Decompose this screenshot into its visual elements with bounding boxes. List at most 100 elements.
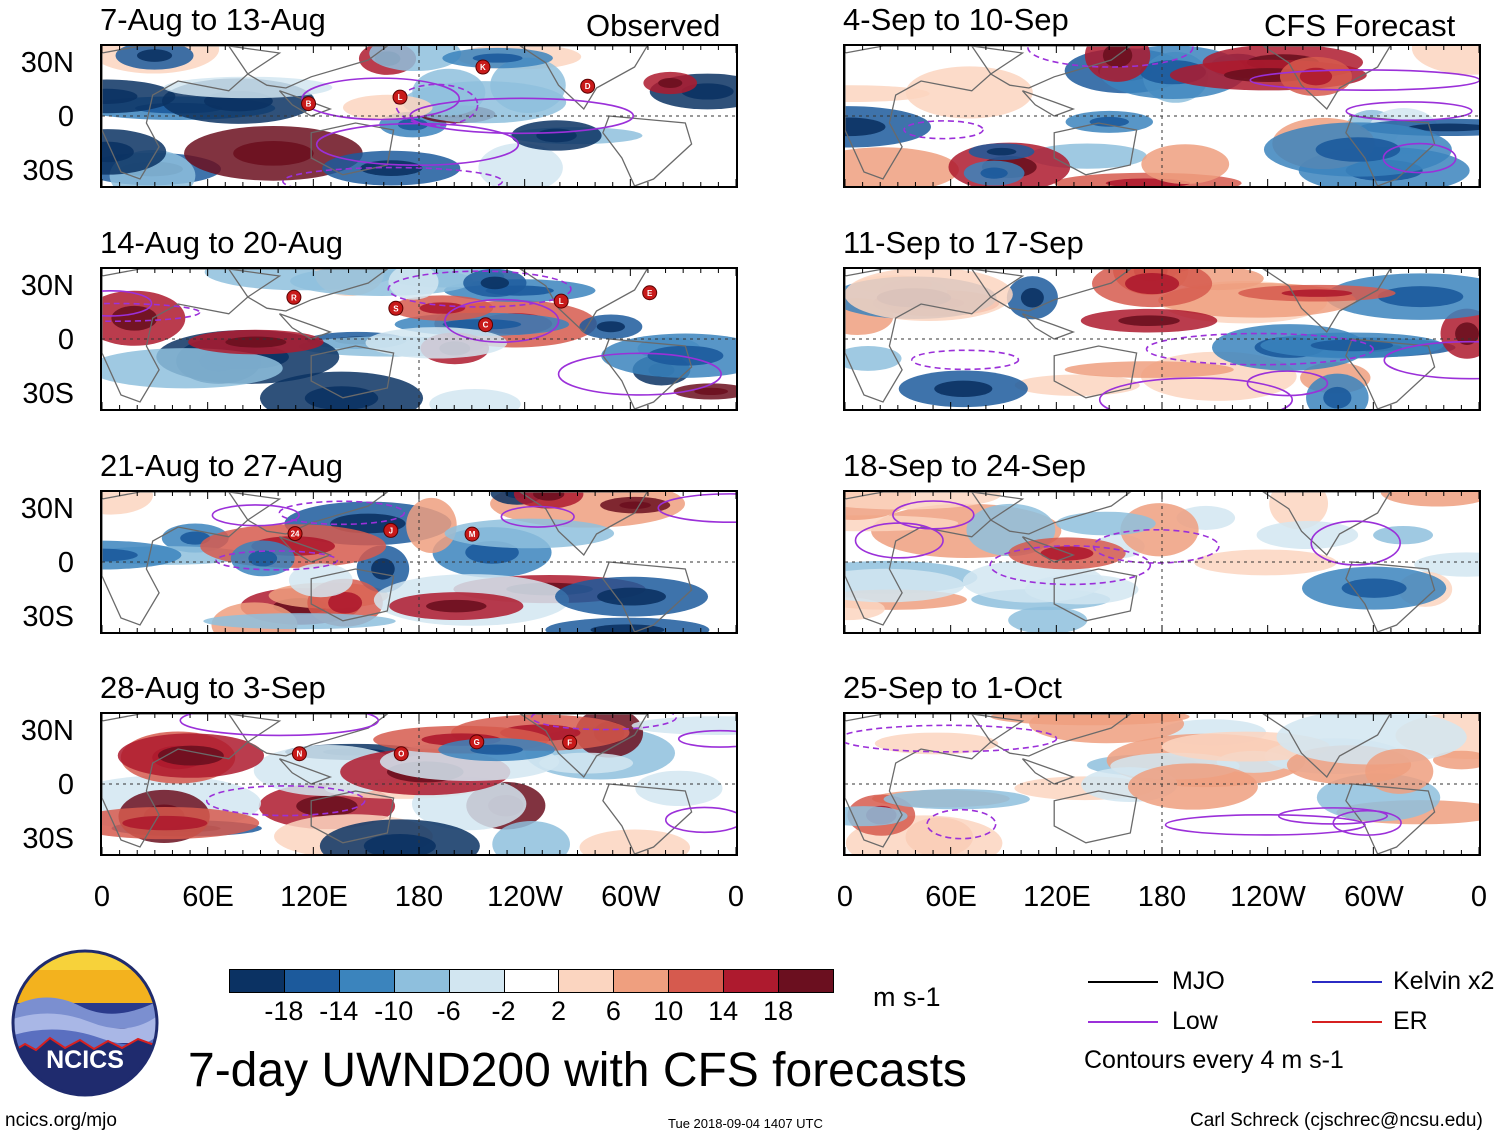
x-tick-label: 180 [394, 881, 444, 913]
footer-url[interactable]: ncics.org/mjo [5, 1110, 117, 1131]
x-tick-label: 60E [182, 881, 234, 913]
anomaly-core [137, 49, 173, 62]
easterly-anomaly [1055, 511, 1156, 536]
anomaly-core [1118, 315, 1180, 327]
panel-title: 11-Sep to 17-Sep [843, 225, 1084, 260]
colorbar-swatch [503, 969, 560, 993]
easterly-anomaly [845, 806, 908, 827]
units-label: m s-1 [873, 982, 941, 1012]
x-tick-label: 120W [487, 881, 563, 913]
coastline [310, 790, 395, 844]
anomaly-core [1408, 123, 1479, 132]
coastline [845, 269, 1025, 403]
svg-text:O: O [398, 750, 404, 759]
x-tick-label: 0 [1470, 881, 1488, 913]
contour-line [102, 289, 153, 317]
anomaly-core [233, 141, 314, 166]
colorbar-level-label: -2 [491, 996, 516, 1026]
easterly-anomaly [369, 46, 462, 72]
contour-line [664, 806, 736, 834]
x-tick-label: 0 [836, 881, 854, 913]
coastline [102, 269, 282, 403]
colorbar-swatch [778, 969, 834, 993]
colorbar-level-label: 2 [550, 996, 566, 1026]
anomaly-core [934, 380, 993, 398]
contour-line [211, 504, 300, 527]
westerly-anomaly [1029, 714, 1185, 744]
coastline [1053, 790, 1138, 844]
westerly-anomaly [102, 492, 153, 515]
x-tick-label: 0 [93, 881, 111, 913]
y-tick-label: 30S [22, 155, 74, 187]
anomaly-core [426, 599, 487, 613]
map-svg [845, 46, 1479, 186]
legend-line-er [1312, 1021, 1382, 1023]
westerly-anomaly [845, 85, 930, 103]
svg-text:R: R [291, 293, 297, 302]
x-tick-label: 60W [1344, 881, 1404, 913]
map-svg: 24 J M [102, 492, 736, 632]
contour-line [657, 493, 736, 524]
contour-line [282, 166, 504, 186]
contour-line [557, 352, 722, 396]
colorbar-level-label: 10 [653, 996, 684, 1026]
storm-marker: G [469, 734, 485, 750]
anomaly-core [328, 591, 363, 614]
coastline [845, 714, 1025, 848]
map-panel-observed-1: B L K D [100, 44, 738, 188]
map-panel-forecast-1 [843, 44, 1481, 188]
contour-line [395, 83, 479, 127]
contour-line [301, 77, 461, 121]
coastline [1345, 561, 1436, 632]
map-svg: N O G F [102, 714, 736, 854]
easterly-anomaly [635, 770, 723, 807]
colorbar-swatch [558, 969, 615, 993]
legend-label-kelvin: Kelvin x2 [1393, 967, 1495, 995]
easterly-anomaly [1024, 574, 1139, 605]
anomaly-core [1125, 272, 1180, 295]
coastline [519, 269, 648, 334]
storm-marker: L [553, 293, 569, 309]
contour-line [179, 714, 380, 737]
y-tick-label: 0 [57, 769, 74, 801]
storm-marker: O [393, 746, 409, 762]
anomaly-core [480, 276, 510, 290]
y-tick-label: 30S [22, 823, 74, 855]
colorbar-swatch [668, 969, 725, 993]
legend-label-er: ER [1393, 1007, 1428, 1035]
coastline [102, 714, 282, 848]
coastline [1262, 269, 1391, 334]
colorbar-level-label: -14 [319, 996, 359, 1026]
coastline [102, 492, 282, 626]
coastline [1262, 714, 1391, 779]
anomaly-core [397, 118, 429, 131]
svg-text:G: G [474, 738, 480, 747]
x-tick-label: 60E [925, 881, 977, 913]
contour-line [1092, 528, 1220, 564]
map-svg [845, 714, 1479, 854]
anomaly-core [1299, 67, 1333, 86]
panel-title: 7-Aug to 13-Aug [100, 2, 326, 37]
svg-text:B: B [306, 100, 312, 109]
map-svg [845, 269, 1479, 409]
easterly-anomaly [1373, 525, 1434, 545]
svg-text:L: L [559, 297, 564, 306]
colorbar-level-label: 18 [763, 996, 794, 1026]
storm-marker: N [291, 746, 307, 762]
map-svg: R S C L E [102, 269, 736, 409]
x-tick-label: 120E [280, 881, 348, 913]
easterly-anomaly [478, 143, 563, 186]
storm-marker: D [580, 78, 596, 94]
easterly-anomaly [845, 346, 902, 371]
coastline [602, 115, 693, 186]
contour-line [1098, 377, 1293, 409]
map-panel-observed-3: 24 J M [100, 490, 738, 634]
anomaly-core [986, 147, 1017, 156]
westerly-anomaly [1365, 748, 1434, 794]
coastline [279, 758, 333, 785]
anomaly-core [980, 167, 1008, 179]
colorbar-level-label: -6 [436, 996, 461, 1026]
coastline [845, 492, 1025, 626]
storm-marker: K [475, 59, 491, 75]
coastline [1022, 313, 1076, 340]
